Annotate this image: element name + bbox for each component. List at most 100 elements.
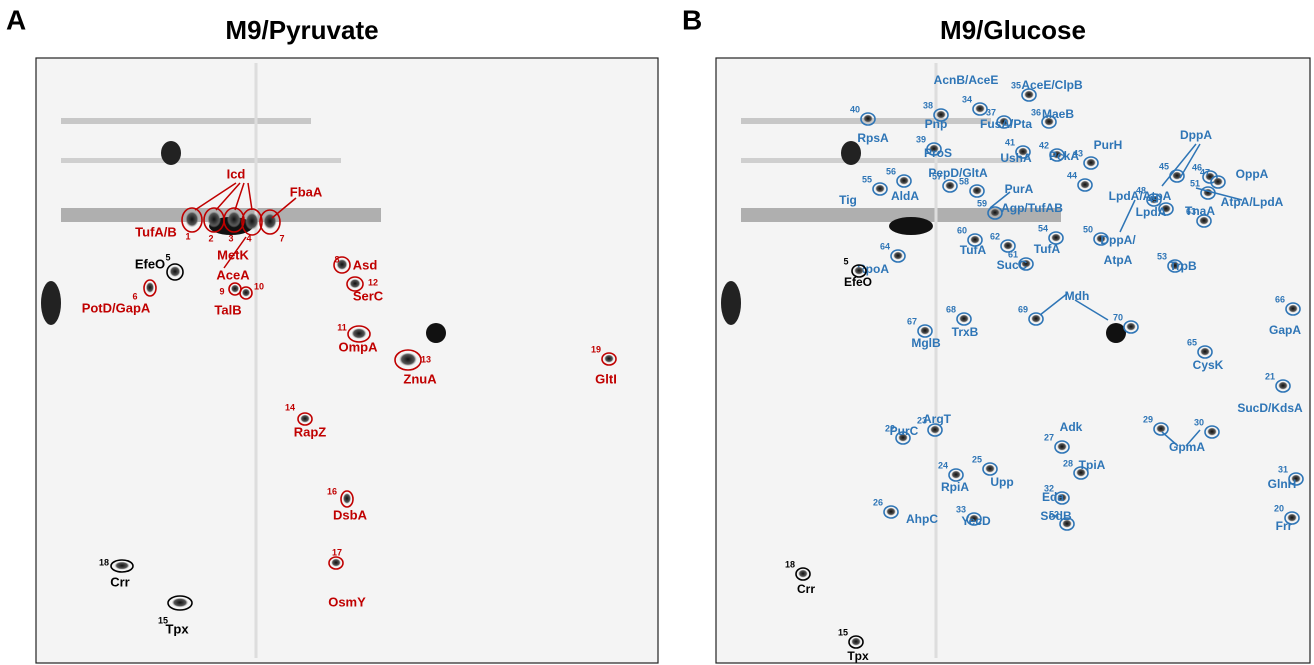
spot-number: 29 [1143, 414, 1153, 424]
protein-spot [893, 252, 903, 260]
gel-blob [1106, 323, 1126, 343]
spot-number: 33 [956, 504, 966, 514]
protein-spot [227, 212, 241, 229]
protein-spot [1126, 323, 1136, 331]
protein-label: ArgT [923, 412, 952, 426]
protein-label: PotD/GapA [82, 300, 151, 315]
spot-number: 15 [158, 615, 168, 625]
protein-label: RapZ [294, 424, 327, 439]
protein-spot [959, 315, 969, 323]
protein-spot [242, 289, 250, 297]
protein-label: LpdA [1136, 205, 1167, 219]
protein-label: Upp [990, 475, 1013, 489]
panels: AM9/PyruvateIcdFbaATufA/BMetKAceAPotD/Ga… [6, 4, 1310, 663]
spot-number: 55 [862, 174, 872, 184]
protein-spot [1080, 181, 1090, 189]
spot-number: 32 [1044, 483, 1054, 493]
gel-panel: BM9/GlucoseAcnB/AceEAceE/ClpBPnpFusA/Pta… [682, 4, 1310, 663]
protein-label: AceE/ClpB [1021, 78, 1083, 92]
protein-label: TrxB [952, 325, 979, 339]
protein-label: AtpA [1104, 253, 1133, 267]
protein-spot [920, 327, 930, 335]
spot-number: 24 [938, 460, 948, 470]
protein-spot [172, 598, 189, 608]
spot-number: 16 [327, 486, 337, 496]
spot-number: 43 [1073, 148, 1083, 158]
protein-spot [245, 213, 259, 231]
protein-label: DppA [1180, 128, 1212, 142]
protein-label: MaeB [1042, 107, 1074, 121]
protein-spot [1051, 234, 1061, 242]
spot-number: 37 [986, 107, 996, 117]
protein-label: AceA [216, 267, 250, 282]
spot-number: 62 [990, 231, 1000, 241]
spot-number: 18 [785, 559, 795, 569]
spot-number: 47 [1200, 167, 1210, 177]
spot-number: 2 [208, 233, 213, 243]
spot-number: 5 [165, 252, 170, 262]
protein-spot [349, 279, 360, 289]
protein-spot [604, 355, 614, 363]
spot-number: 6 [132, 291, 137, 301]
spot-number: 18 [99, 557, 109, 567]
spot-number: 49 [1148, 194, 1158, 204]
protein-label: RpsA [857, 131, 889, 145]
spot-number: 21 [1265, 371, 1275, 381]
spot-number: 56 [886, 166, 896, 176]
spot-number: 9 [219, 286, 224, 296]
protein-label: TufA/B [135, 224, 177, 239]
spot-number: 45 [1159, 161, 1169, 171]
gel-streak [61, 158, 341, 163]
spot-number: 11 [337, 322, 347, 332]
protein-label: SerC [353, 288, 384, 303]
spot-number: 13 [421, 354, 431, 364]
protein-spot [399, 353, 417, 367]
protein-label: GapA [1269, 323, 1301, 337]
spot-number: 48 [1136, 185, 1146, 195]
protein-spot [169, 266, 180, 277]
protein-label: ProS [924, 146, 952, 160]
gel-blob [41, 281, 61, 325]
protein-label: Adk [1060, 420, 1083, 434]
protein-label: CysK [1193, 358, 1224, 372]
protein-spot [1057, 443, 1067, 451]
spot-number: 58 [959, 176, 969, 186]
protein-label: OsmY [328, 594, 366, 609]
protein-spot [114, 562, 129, 570]
protein-label: FbaA [290, 184, 323, 199]
protein-label: AhpC [906, 512, 938, 526]
spot-number: 10 [254, 281, 264, 291]
spot-number: 23 [917, 415, 927, 425]
protein-label: RpiA [941, 480, 969, 494]
protein-label: GltI [595, 371, 617, 386]
spot-number: 64 [880, 241, 890, 251]
protein-spot [863, 115, 873, 123]
gel-streak [741, 158, 1021, 163]
gel-blob [721, 281, 741, 325]
protein-label: Tig [839, 193, 857, 207]
spot-number: 5 [843, 256, 848, 266]
spot-number: 20 [1274, 503, 1284, 513]
spot-number: 40 [850, 104, 860, 114]
protein-label: PurH [1094, 138, 1123, 152]
gel-blob [889, 217, 933, 235]
protein-label: UshA [1000, 151, 1032, 165]
protein-spot [1086, 159, 1096, 167]
protein-spot [951, 471, 961, 479]
protein-spot [331, 559, 341, 567]
protein-spot [798, 570, 808, 578]
spot-number: 68 [946, 304, 956, 314]
spot-number: 15 [838, 627, 848, 637]
protein-label: Tpx [847, 649, 869, 663]
protein-label: YecD [961, 514, 991, 528]
spot-number: 69 [1018, 304, 1028, 314]
protein-label: MglB [911, 336, 941, 350]
protein-label: Frr [1276, 519, 1293, 533]
protein-spot [343, 493, 351, 504]
protein-spot [1200, 348, 1210, 356]
spot-number: 7 [279, 233, 284, 243]
protein-spot [985, 465, 995, 473]
protein-spot [1278, 382, 1288, 390]
protein-spot [300, 415, 310, 423]
protein-label: TpiA [1079, 458, 1106, 472]
